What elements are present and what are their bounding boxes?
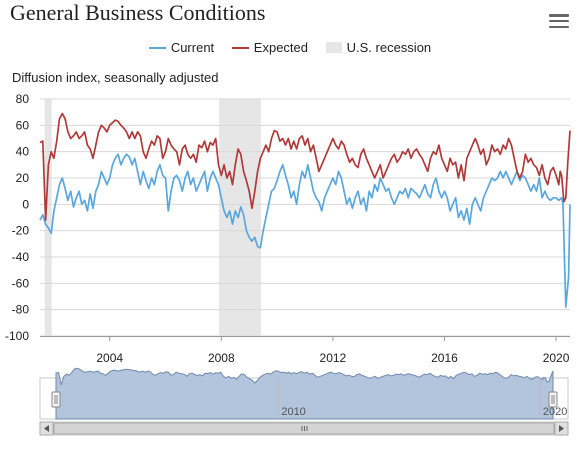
navigator-handle-left-grip xyxy=(51,391,61,408)
chart-legend: Current Expected U.S. recession xyxy=(0,40,580,55)
legend-label-recession: U.S. recession xyxy=(346,40,432,55)
y-tick-label: 80 xyxy=(16,92,30,106)
hamburger-menu-icon-bar xyxy=(549,25,569,29)
y-tick-label: -60 xyxy=(12,276,30,290)
legend-swatch-recession xyxy=(325,42,342,54)
y-tick-label: -40 xyxy=(12,250,30,264)
navigator-year-label: 2010 xyxy=(281,406,305,418)
legend-item-current[interactable]: Current xyxy=(148,40,215,55)
y-tick-label: -20 xyxy=(12,224,30,238)
hamburger-menu-icon xyxy=(549,14,569,17)
legend-item-expected[interactable]: Expected xyxy=(231,40,308,55)
x-tick-label: 2004 xyxy=(96,351,123,365)
recession-band xyxy=(44,99,52,336)
x-tick-label: 2016 xyxy=(431,351,458,365)
legend-label-current: Current xyxy=(170,40,215,55)
x-tick-label: 2008 xyxy=(208,351,235,365)
y-tick-label: 20 xyxy=(16,171,30,185)
navigator-year-label: 2020 xyxy=(543,406,567,418)
hamburger-menu-icon-bar xyxy=(549,19,569,23)
chart-menu-button[interactable] xyxy=(549,14,569,32)
legend-label-expected: Expected xyxy=(253,40,308,55)
arrow-right-icon xyxy=(559,425,564,432)
recession-band xyxy=(219,99,261,336)
y-tick-label: 60 xyxy=(16,118,30,132)
y-axis-label: Diffusion index, seasonally adjusted xyxy=(12,70,219,85)
legend-item-recession[interactable]: U.S. recession xyxy=(325,40,432,55)
chart-title: General Business Conditions xyxy=(10,0,266,25)
legend-swatch-current xyxy=(148,46,166,49)
navigator-handle-left[interactable] xyxy=(51,391,61,408)
x-tick-label: 2020 xyxy=(543,351,570,365)
legend-swatch-expected xyxy=(231,46,249,49)
x-tick-label: 2012 xyxy=(320,351,347,365)
series-current-line xyxy=(39,153,571,308)
y-tick-label: -100 xyxy=(5,329,29,343)
navigator-handle-right[interactable] xyxy=(548,391,558,408)
navigator-area xyxy=(55,367,554,420)
y-tick-label: 40 xyxy=(16,145,30,159)
y-tick-label: 0 xyxy=(22,197,29,211)
arrow-left-icon xyxy=(44,425,49,432)
navigator-handle-right-grip xyxy=(548,391,558,408)
series-expected-line xyxy=(39,112,571,221)
y-tick-label: -80 xyxy=(12,303,30,317)
